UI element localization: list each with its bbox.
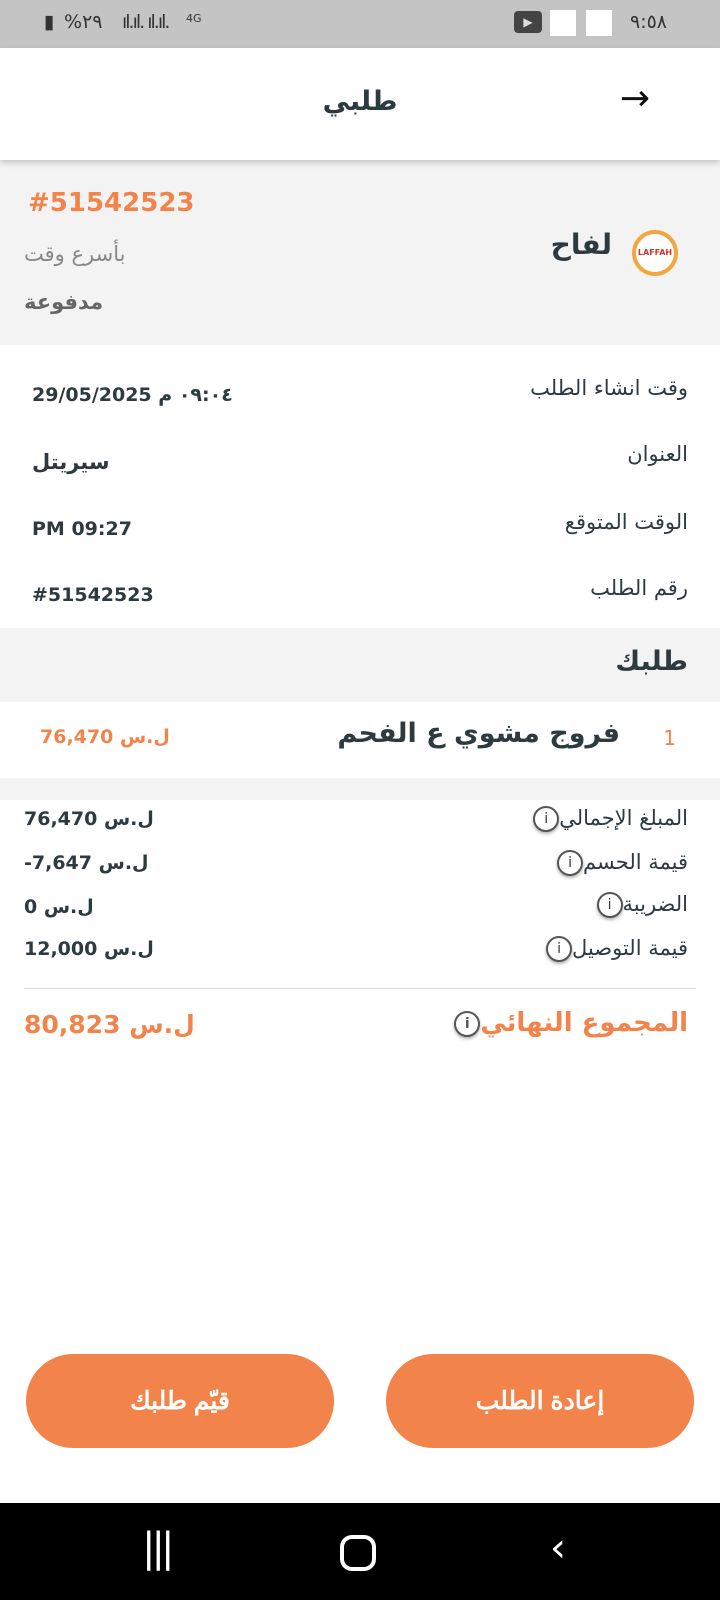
restaurant-name: لفاح [550, 228, 612, 261]
battery-percent: %٢٩ [64, 11, 103, 33]
info-icon[interactable]: i [533, 806, 560, 832]
detail-label: العنوان [627, 442, 688, 466]
divider [24, 988, 696, 989]
total-label: i قيمة التوصيل [538, 936, 688, 962]
youtube-icon: ▶ [514, 11, 542, 33]
total-value: 12,000 ل.س [24, 938, 154, 960]
grand-total-label: i المجموع النهائي [446, 1008, 688, 1038]
back-icon[interactable]: ‹ [550, 1525, 566, 1571]
total-label: i المبلغ الإجمالي [525, 806, 688, 832]
order-item: 1 فروج مشوي ع الفحم 76,470 ل.س [0, 702, 720, 778]
detail-value: #51542523 [32, 584, 154, 606]
detail-label: رقم الطلب [590, 576, 688, 600]
detail-value: 29/05/2025 ٠٩:٠٤ م [32, 384, 233, 406]
item-price: 76,470 ل.س [40, 726, 170, 748]
app-header: طلبي → [0, 48, 720, 160]
notification-icon [550, 10, 576, 36]
divider [0, 778, 720, 800]
signal-icon: ıl.ıl. ıl.ıl. [122, 11, 170, 33]
rate-order-button[interactable]: قيّم طلبك [26, 1354, 334, 1448]
info-icon[interactable]: i [546, 936, 573, 962]
total-label-text: قيمة الحسم [583, 850, 688, 874]
total-label: i قيمة الحسم [549, 850, 688, 876]
restaurant-logo: LAFFAH [632, 230, 678, 276]
network-type: 4G [186, 12, 202, 25]
total-value: 0 ل.س [24, 896, 94, 918]
total-label-text: المبلغ الإجمالي [559, 806, 688, 830]
detail-label: الوقت المتوقع [564, 510, 688, 534]
delivery-type: بأسرع وقت [24, 242, 126, 266]
system-nav-bar: ||| ‹ [0, 1503, 720, 1600]
payment-status: مدفوعة [24, 290, 104, 314]
info-icon[interactable]: i [596, 892, 623, 918]
total-label-text: الضريبة [622, 892, 688, 916]
item-name: فروج مشوي ع الفحم [337, 718, 620, 749]
detail-value: سيريتل [32, 450, 110, 474]
grand-total-value: 80,823 ل.س [24, 1010, 195, 1039]
total-value: -7,647 ل.س [24, 852, 149, 874]
page-title: طلبي [322, 86, 398, 117]
grand-total-label-text: المجموع النهائي [480, 1008, 688, 1038]
home-icon[interactable] [340, 1535, 376, 1571]
info-icon[interactable]: i [454, 1010, 481, 1037]
section-title: طلبك [615, 646, 688, 677]
order-number: #51542523 [28, 188, 195, 218]
total-value: 76,470 ل.س [24, 808, 154, 830]
total-label: i الضريبة [589, 892, 688, 918]
total-label-text: قيمة التوصيل [572, 936, 688, 960]
detail-label: وقت انشاء الطلب [530, 376, 688, 400]
clock: ٩:٥٨ [630, 11, 668, 33]
notification-icon [586, 10, 612, 36]
arrow-right-icon[interactable]: → [619, 78, 650, 119]
status-bar: ▮ %٢٩ ıl.ıl. ıl.ıl. 4G ▶ ٩:٥٨ [0, 0, 720, 48]
your-order-header: طلبك [0, 628, 720, 702]
recent-apps-icon[interactable]: ||| [142, 1525, 175, 1571]
battery-icon: ▮ [44, 11, 55, 33]
info-icon[interactable]: i [557, 850, 584, 876]
item-quantity: 1 [663, 726, 676, 750]
order-summary: #51542523 LAFFAH لفاح بأسرع وقت مدفوعة [0, 160, 720, 345]
detail-value: PM 09:27 [32, 518, 132, 540]
reorder-button[interactable]: إعادة الطلب [386, 1354, 694, 1448]
